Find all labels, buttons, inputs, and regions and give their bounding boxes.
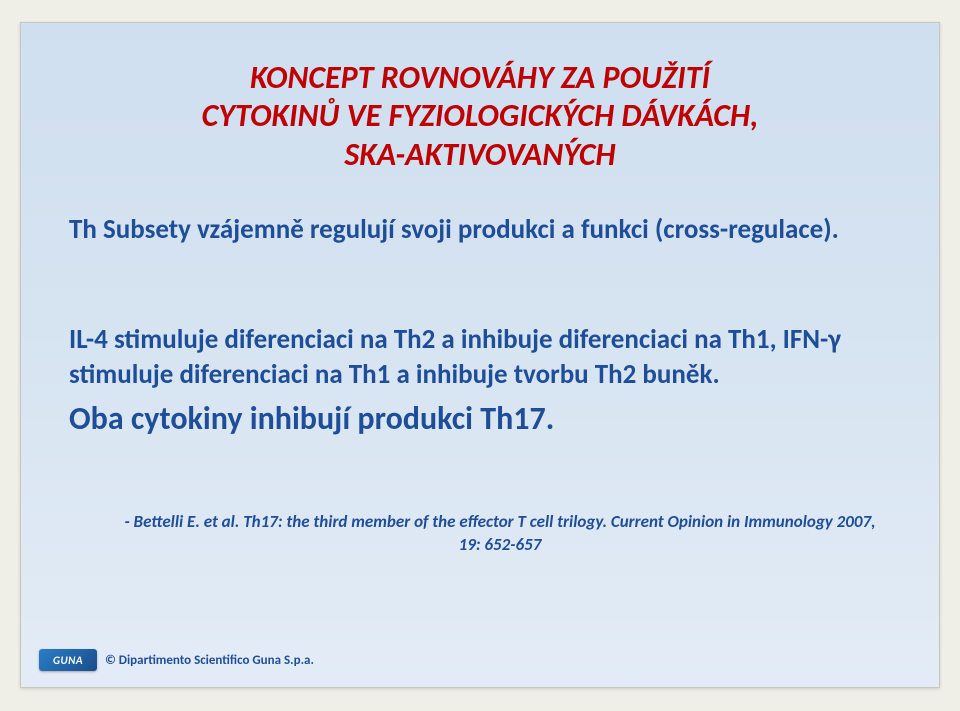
guna-logo: GUNA bbox=[39, 649, 97, 671]
logo-text: GUNA bbox=[53, 654, 83, 667]
body-paragraph-1: Th Subsety vzájemně regulují svoji produ… bbox=[69, 213, 891, 247]
copyright-text: © Dipartimento Scientifico Guna S.p.a. bbox=[105, 653, 314, 668]
footer: GUNA © Dipartimento Scientifico Guna S.p… bbox=[39, 649, 314, 671]
title-line-2: CYTOKINŮ VE FYZIOLOGICKÝCH DÁVKÁCH, bbox=[21, 97, 939, 135]
body-paragraph-3: Oba cytokiny inhibují produkci Th17. bbox=[69, 399, 891, 439]
slide-container: KONCEPT ROVNOVÁHY ZA POUŽITÍ CYTOKINŮ VE… bbox=[20, 22, 940, 688]
reference-citation: - Bettelli E. et al. Th17: the third mem… bbox=[121, 511, 879, 557]
title-line-1: KONCEPT ROVNOVÁHY ZA POUŽITÍ bbox=[21, 59, 939, 97]
body-paragraph-2: IL-4 stimuluje diferenciaci na Th2 a inh… bbox=[69, 323, 891, 392]
reference-prefix: - bbox=[124, 511, 133, 532]
reference-text: Bettelli E. et al. Th17: the third membe… bbox=[134, 511, 876, 555]
slide-title: KONCEPT ROVNOVÁHY ZA POUŽITÍ CYTOKINŮ VE… bbox=[21, 59, 939, 174]
title-line-3: SKA-AKTIVOVANÝCH bbox=[21, 136, 939, 174]
